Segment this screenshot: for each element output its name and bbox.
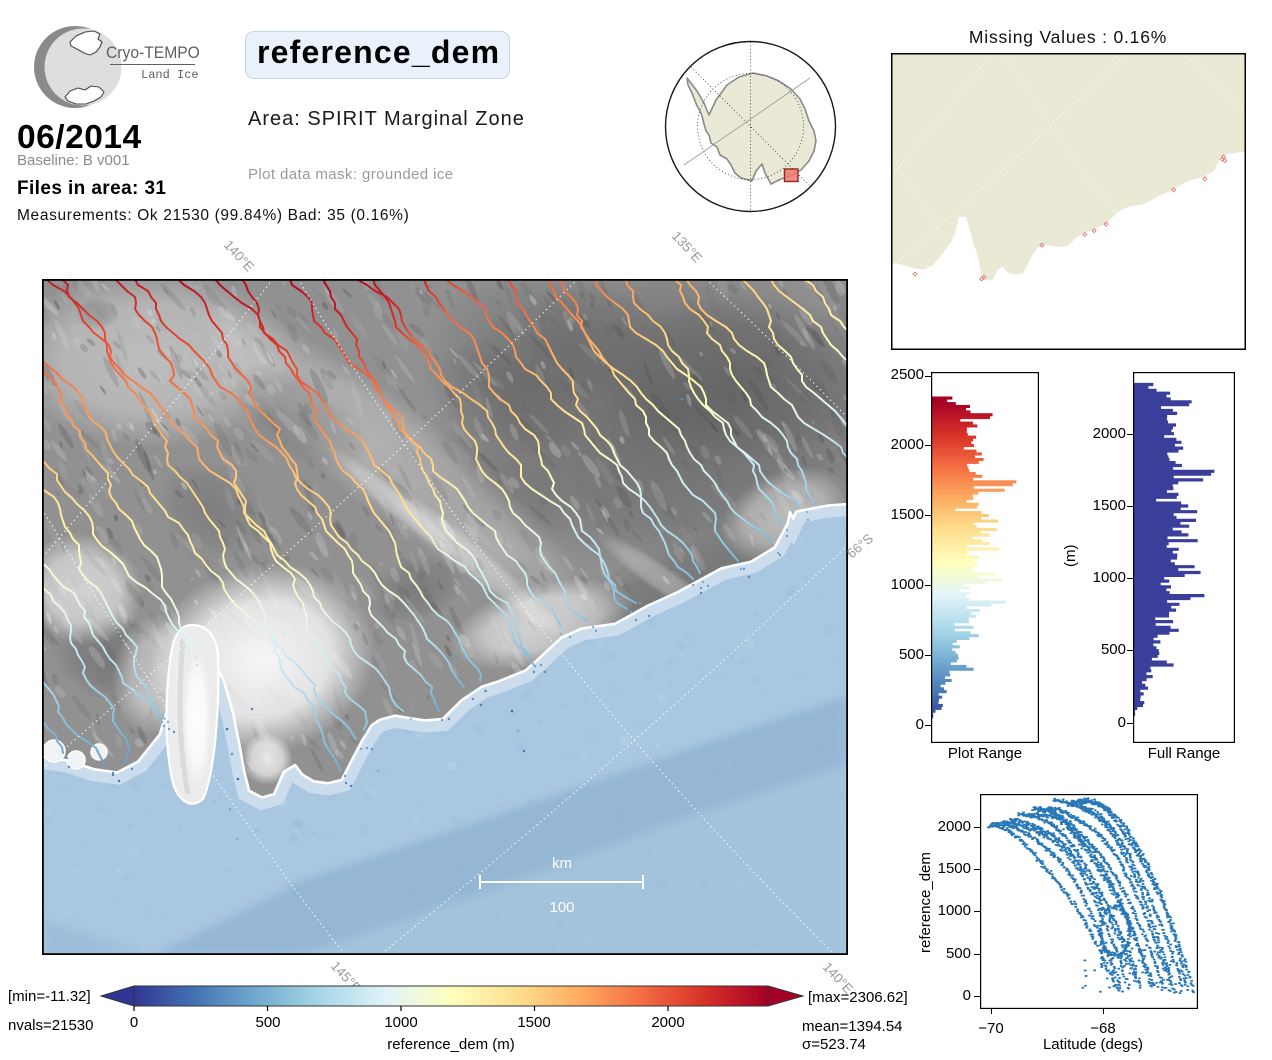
svg-text:km: km — [552, 855, 572, 872]
svg-text:100: 100 — [549, 899, 574, 916]
